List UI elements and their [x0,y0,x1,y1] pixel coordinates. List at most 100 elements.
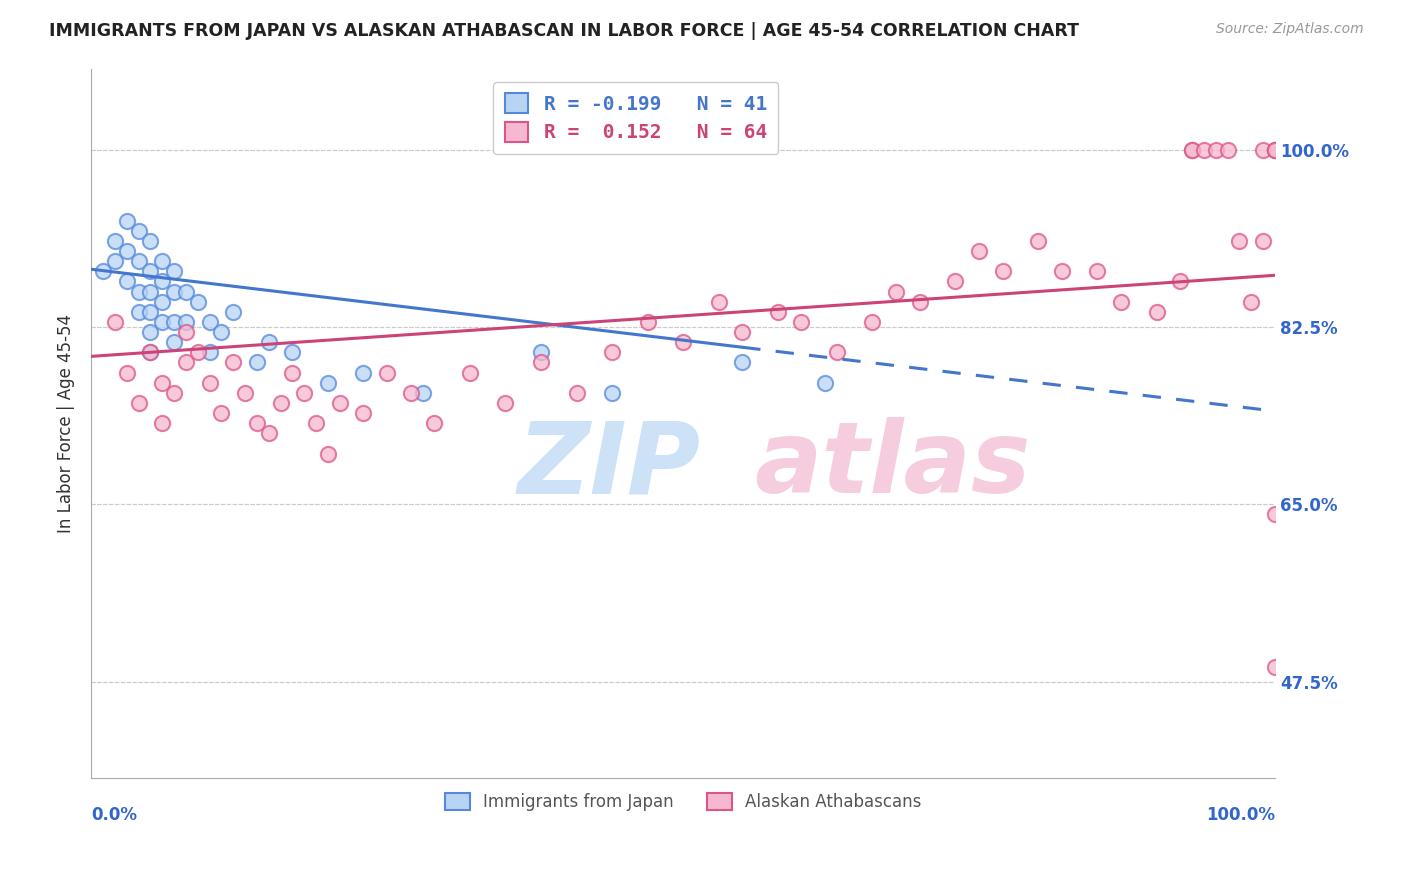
Point [862,315,884,329]
Point [104,254,127,268]
Point [375,366,398,380]
Point [209,406,232,420]
Point [1264,143,1286,157]
Point [565,385,588,400]
Point [198,315,221,329]
Text: ZIP: ZIP [517,417,700,515]
Point [257,426,280,441]
Point [163,385,186,400]
Point [305,417,328,431]
Point [530,345,553,359]
Text: IMMIGRANTS FROM JAPAN VS ALASKAN ATHABASCAN IN LABOR FORCE | AGE 45-54 CORRELATI: IMMIGRANTS FROM JAPAN VS ALASKAN ATHABAS… [49,22,1080,40]
Point [174,315,197,329]
Point [150,315,173,329]
Point [731,355,754,369]
Point [530,355,553,369]
Text: Source: ZipAtlas.com: Source: ZipAtlas.com [1216,22,1364,37]
Point [790,315,813,329]
Point [128,224,150,238]
Point [139,234,162,248]
Point [187,294,209,309]
Point [150,294,173,309]
Point [128,305,150,319]
Point [1050,264,1073,278]
Point [246,417,269,431]
Point [139,325,162,339]
Legend: Immigrants from Japan, Alaskan Athabascans: Immigrants from Japan, Alaskan Athabasca… [436,784,929,820]
Point [139,305,162,319]
Point [115,366,138,380]
Point [1146,305,1168,319]
Point [139,285,162,299]
Point [1264,143,1286,157]
Point [174,325,197,339]
Point [1229,234,1251,248]
Point [270,396,292,410]
Point [352,406,374,420]
Point [128,396,150,410]
Point [352,366,374,380]
Text: 100.0%: 100.0% [1206,806,1275,824]
Point [884,285,907,299]
Point [115,213,138,227]
Point [174,355,197,369]
Point [707,294,730,309]
Point [246,355,269,369]
Text: 0.0%: 0.0% [91,806,138,824]
Point [104,234,127,248]
Point [1181,143,1204,157]
Point [163,315,186,329]
Point [1181,143,1204,157]
Point [908,294,931,309]
Point [1251,234,1274,248]
Point [1240,294,1263,309]
Point [222,305,245,319]
Point [163,335,186,350]
Point [150,376,173,390]
Point [1264,659,1286,673]
Point [163,264,186,278]
Point [637,315,659,329]
Point [150,254,173,268]
Point [316,447,339,461]
Point [115,244,138,258]
Point [91,264,114,278]
Point [814,376,837,390]
Point [1251,143,1274,157]
Text: atlas: atlas [754,417,1031,515]
Point [163,285,186,299]
Point [281,345,304,359]
Point [292,385,315,400]
Point [128,285,150,299]
Point [825,345,848,359]
Point [316,376,339,390]
Point [412,385,434,400]
Point [104,315,127,329]
Y-axis label: In Labor Force | Age 45-54: In Labor Force | Age 45-54 [58,314,75,533]
Point [329,396,352,410]
Point [423,417,446,431]
Point [495,396,517,410]
Point [1168,274,1191,288]
Point [458,366,481,380]
Point [187,345,209,359]
Point [1264,508,1286,522]
Point [150,417,173,431]
Point [128,254,150,268]
Point [139,264,162,278]
Point [198,376,221,390]
Point [150,274,173,288]
Point [139,345,162,359]
Point [1026,234,1049,248]
Point [281,366,304,380]
Point [115,274,138,288]
Point [600,345,623,359]
Point [1216,143,1239,157]
Point [222,355,245,369]
Point [139,345,162,359]
Point [174,285,197,299]
Point [967,244,990,258]
Point [943,274,966,288]
Point [257,335,280,350]
Point [600,385,623,400]
